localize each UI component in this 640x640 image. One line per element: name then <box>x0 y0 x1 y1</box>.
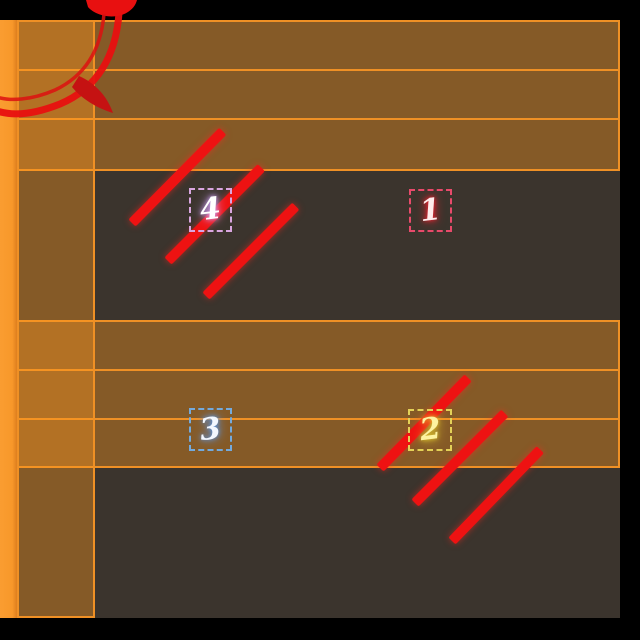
digit-label: 1 <box>417 191 443 229</box>
digit-box-3: 3 <box>189 408 232 451</box>
left-column-overlay <box>17 20 95 618</box>
orange-band-row <box>0 418 620 468</box>
digit-box-1: 1 <box>409 189 452 232</box>
orange-band-row <box>0 320 620 371</box>
orange-band-row <box>0 118 620 171</box>
left-orange-stripe <box>0 20 17 618</box>
digit-label: 2 <box>417 410 443 449</box>
digit-label: 3 <box>197 410 223 448</box>
digit-box-4: 4 <box>189 188 232 232</box>
digit-label: 4 <box>197 190 223 229</box>
rotate-arrow-icon <box>0 0 137 118</box>
digit-box-2: 2 <box>408 409 452 451</box>
